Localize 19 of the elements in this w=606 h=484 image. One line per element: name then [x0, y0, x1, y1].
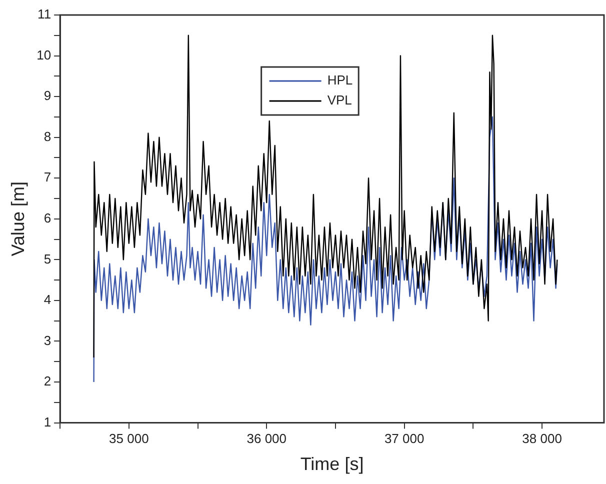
legend-label: HPL — [327, 72, 353, 88]
x-tick-label: 35 000 — [109, 431, 149, 446]
y-tick-label: 6 — [44, 210, 52, 226]
y-tick-label: 4 — [44, 292, 52, 308]
y-tick-label: 3 — [44, 332, 52, 348]
y-tick-label: 9 — [44, 88, 52, 104]
legend-label: VPL — [327, 92, 352, 108]
y-tick-label: 10 — [36, 47, 52, 62]
y-tick-label: 7 — [44, 170, 52, 185]
y-tick-label: 2 — [44, 374, 52, 389]
x-tick-label: 36 000 — [246, 431, 286, 446]
y-tick-label: 5 — [44, 251, 52, 266]
y-tick-label: 1 — [44, 414, 52, 430]
x-tick-label: 37 000 — [384, 431, 424, 446]
y-tick-label: 11 — [38, 6, 52, 22]
y-axis-title: Value [m] — [8, 182, 28, 256]
x-tick-label: 38 000 — [522, 431, 562, 446]
y-tick-label: 8 — [44, 128, 52, 144]
x-axis-title: Time [s] — [300, 454, 364, 474]
